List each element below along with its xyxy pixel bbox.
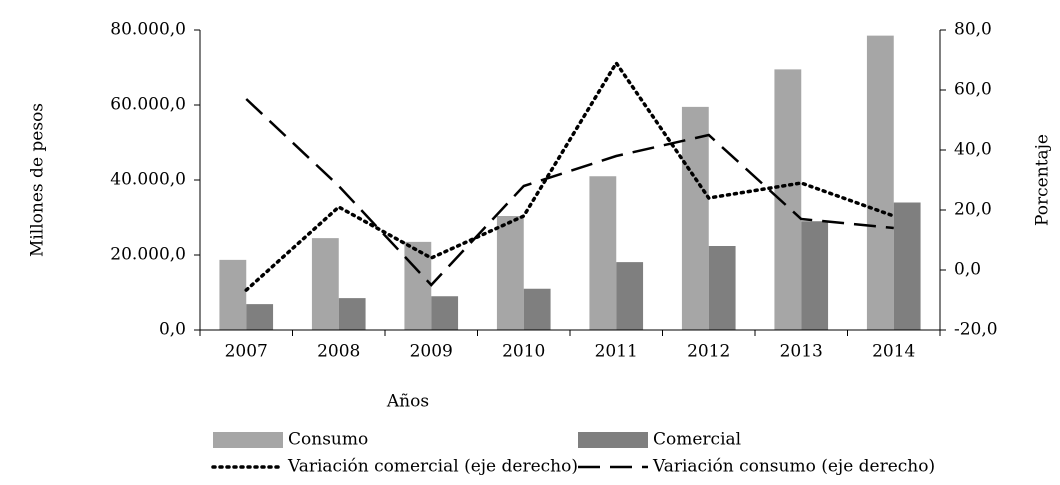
legend-label: Comercial xyxy=(653,430,741,450)
x-axis-label: Años xyxy=(386,392,429,412)
bar xyxy=(219,259,247,330)
y-tick-label: 0,0 xyxy=(159,320,186,340)
legend-label: Variación consumo (eje derecho) xyxy=(652,457,935,477)
bar xyxy=(311,238,339,330)
bar xyxy=(589,176,617,330)
y2-tick-label: 0,0 xyxy=(954,260,981,280)
x-tick-label: 2013 xyxy=(780,342,823,362)
x-tick-label: 2010 xyxy=(502,342,545,362)
bar xyxy=(496,216,524,330)
y-tick-label: 40.000,0 xyxy=(110,170,186,190)
x-tick-label: 2014 xyxy=(872,342,915,362)
bar xyxy=(681,106,709,330)
legend-label: Consumo xyxy=(288,430,368,450)
x-tick-label: 2007 xyxy=(225,342,268,362)
bar xyxy=(523,288,551,330)
bar xyxy=(801,221,829,330)
bar xyxy=(866,35,894,330)
y-tick-label: 20.000,0 xyxy=(110,245,186,265)
y2-tick-label: 40,0 xyxy=(954,140,992,160)
y-tick-label: 80.000,0 xyxy=(110,20,186,40)
bar xyxy=(893,202,921,330)
legend-swatch xyxy=(578,432,648,448)
legend-label: Variación comercial (eje derecho) xyxy=(287,457,578,477)
line-series xyxy=(245,98,894,287)
y-tick-label: 60.000,0 xyxy=(110,95,186,115)
bar xyxy=(616,262,644,330)
y2-tick-label: 20,0 xyxy=(954,200,992,220)
bar xyxy=(431,296,459,330)
x-tick-label: 2009 xyxy=(410,342,453,362)
y2-axis-label: Porcentaje xyxy=(1033,134,1053,226)
x-tick-label: 2011 xyxy=(595,342,638,362)
bar xyxy=(246,304,274,330)
y-axis-label: Millones de pesos xyxy=(28,103,48,257)
y2-tick-label: -20,0 xyxy=(954,320,998,340)
bar xyxy=(708,246,736,330)
x-tick-label: 2008 xyxy=(317,342,360,362)
y2-tick-label: 60,0 xyxy=(954,80,992,100)
y2-tick-label: 80,0 xyxy=(954,20,992,40)
legend-swatch xyxy=(213,432,283,448)
line-series xyxy=(244,59,896,292)
bar xyxy=(338,298,366,330)
x-tick-label: 2012 xyxy=(687,342,730,362)
